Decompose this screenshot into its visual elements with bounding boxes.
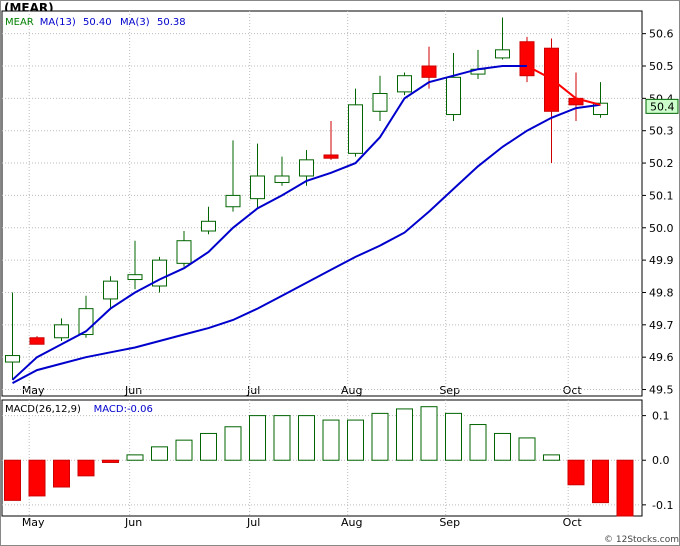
ma13-line [12, 103, 601, 384]
candle-body [421, 65, 437, 78]
macd-histogram-bar [273, 415, 291, 461]
price-panel: May Jun Jul Aug Sep Oct 50.6 50.5 50.4 50.3 50.2 50… [1, 10, 679, 397]
price-tick-label: 49.8 [649, 286, 674, 299]
macd-histogram-bar [102, 459, 119, 463]
month-tick-label: Jul [246, 384, 260, 397]
price-legend-item: MEAR [5, 17, 34, 28]
macd-panel: May Jun Jul Aug Sep Oct 0.1 0.0 -0.1 MACD(26,12,9… [1, 399, 673, 529]
macd-histogram-bar [249, 415, 266, 461]
month-tick-label: May [22, 516, 45, 529]
price-tick-label: 50.3 [649, 125, 674, 138]
price-plot-area [1, 10, 643, 397]
ma3-line-red-segment [526, 65, 601, 106]
macd-histogram-bar [420, 406, 438, 461]
macd-legend-item: MACD:-0.06 [94, 404, 153, 415]
candle-body [519, 41, 535, 77]
macd-histogram-bar [543, 454, 560, 461]
price-tick-label: 49.7 [649, 319, 674, 332]
macd-histogram-bar [396, 408, 413, 461]
macd-histogram-bar [592, 459, 609, 504]
macd-tick-label: 0.0 [652, 454, 670, 467]
candle-body [372, 93, 388, 112]
macd-histogram-bar [347, 419, 364, 461]
macd-plot-area [1, 399, 643, 517]
candle-body [103, 280, 118, 300]
candle-body [152, 259, 167, 287]
month-tick-label: Aug [341, 384, 362, 397]
macd-histogram-bar [469, 424, 487, 461]
ma3-line [11, 65, 527, 381]
macd-histogram-bar [518, 437, 536, 461]
candle-body [299, 159, 314, 177]
price-tick-label: 50.0 [649, 222, 674, 235]
candle-body [54, 324, 69, 339]
month-tick-label: Oct [563, 516, 583, 529]
month-tick-label: Jun [124, 516, 142, 529]
price-tick-label: 50.2 [649, 157, 674, 170]
month-tick-label: Jul [246, 516, 260, 529]
last-price-box [645, 98, 679, 114]
watermark: © 12Stocks.com [604, 535, 679, 545]
macd-histogram-bar [126, 454, 144, 461]
candle-body [593, 102, 608, 116]
price-tick-label: 49.9 [649, 254, 674, 267]
candle-body [201, 220, 216, 232]
macd-histogram-bar [200, 432, 217, 461]
month-tick-label: Oct [563, 384, 583, 397]
macd-histogram-bar [175, 439, 193, 461]
candle-body [397, 75, 412, 93]
candle-body [348, 104, 363, 154]
macd-histogram-bar [151, 446, 168, 461]
month-tick-label: Jun [124, 384, 142, 397]
macd-histogram-bar [4, 459, 21, 501]
month-tick-label: Aug [341, 516, 362, 529]
price-tick-label: 50.5 [649, 60, 674, 73]
macd-histogram-bar [494, 432, 511, 461]
macd-histogram-bar [298, 415, 315, 461]
price-legend-item: 50.40 [83, 17, 112, 28]
candle-body [176, 240, 192, 264]
macd-histogram-bar [53, 459, 70, 488]
price-legend-item: MA(13) [40, 17, 76, 28]
month-tick-label: Sep [439, 516, 460, 529]
price-legend-item: MA(3) [120, 17, 150, 28]
macd-histogram-bar [322, 419, 340, 461]
macd-histogram-bar [445, 412, 462, 461]
macd-histogram-bar [28, 459, 46, 497]
macd-histogram-bar [567, 459, 585, 486]
candle-body [5, 355, 20, 363]
price-tick-label: 49.5 [649, 384, 674, 397]
price-tick-label: 50.6 [649, 28, 674, 41]
candle-body [127, 274, 143, 281]
candle-body [274, 175, 290, 183]
candle-body [495, 49, 510, 59]
price-tick-label: 50.1 [649, 189, 674, 202]
candle-body [225, 194, 241, 208]
candle-body [250, 175, 265, 200]
macd-histogram-bar [616, 459, 634, 517]
macd-legend-item: MACD(26,12,9) [5, 404, 81, 415]
macd-histogram-bar [371, 412, 389, 461]
month-tick-label: Sep [439, 384, 460, 397]
month-tick-label: May [22, 384, 45, 397]
candle-body [29, 337, 45, 345]
candle-body [446, 76, 461, 116]
macd-histogram-bar [224, 426, 242, 461]
candle-body [323, 154, 339, 159]
macd-histogram-bar [77, 459, 95, 477]
macd-tick-label: -0.1 [652, 499, 673, 512]
price-legend-item: 50.38 [157, 17, 186, 28]
macd-tick-label: 0.1 [652, 410, 670, 423]
price-tick-label: 49.6 [649, 351, 674, 364]
last-price-label: 50.4 [650, 100, 675, 113]
